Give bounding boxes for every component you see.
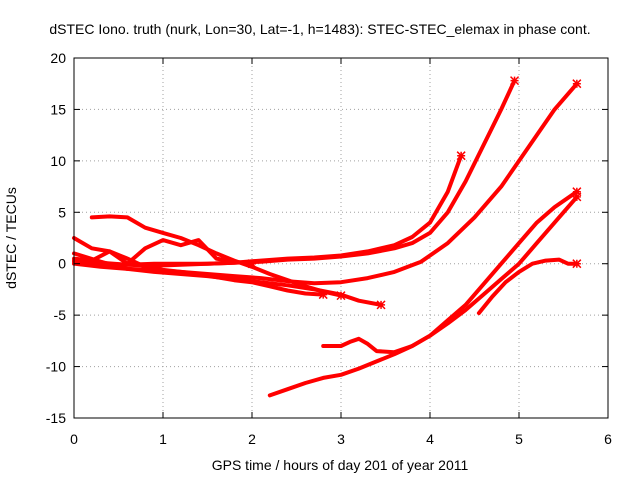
series-1 — [72, 151, 466, 267]
x-axis-title: GPS time / hours of day 201 of year 2011 — [212, 457, 469, 473]
y-tick-label: 15 — [50, 101, 66, 117]
series-line — [72, 238, 254, 266]
series-end-point — [318, 290, 328, 300]
series-line — [72, 78, 517, 268]
series-line — [89, 214, 343, 298]
x-tick-label: 5 — [515, 431, 523, 447]
series-end-point — [247, 259, 257, 269]
series-2 — [72, 76, 520, 268]
series-end-point — [336, 291, 346, 301]
series-end-point — [572, 192, 582, 202]
series-end-point — [572, 187, 582, 197]
x-tick-label: 4 — [426, 431, 434, 447]
series-line — [72, 153, 464, 267]
series-layer — [72, 76, 582, 398]
y-tick-label: -15 — [46, 410, 66, 426]
x-tick-label: 0 — [70, 431, 78, 447]
y-tick-label: -10 — [46, 359, 66, 375]
y-tick-label: 0 — [58, 256, 66, 272]
y-tick-label: 10 — [50, 153, 66, 169]
series-end-point — [572, 259, 582, 269]
series-end-point — [510, 76, 520, 86]
chart-title: dSTEC Iono. truth (nurk, Lon=30, Lat=-1,… — [49, 21, 590, 37]
series-10 — [476, 257, 582, 316]
series-9 — [321, 187, 582, 355]
y-axis-title: dSTEC / TECUs — [3, 187, 19, 289]
series-7 — [72, 238, 257, 269]
series-line — [321, 189, 579, 355]
x-tick-label: 3 — [337, 431, 345, 447]
series-line — [476, 257, 579, 316]
grid-lines — [74, 58, 608, 418]
y-tick-label: -5 — [54, 307, 67, 323]
series-end-point — [376, 300, 386, 310]
series-6 — [89, 214, 346, 301]
series-end-point — [456, 151, 466, 161]
series-line — [72, 81, 579, 286]
series-3 — [72, 79, 582, 286]
x-tick-label: 2 — [248, 431, 256, 447]
series-end-point — [572, 79, 582, 89]
y-tick-label: 5 — [58, 204, 66, 220]
axis-ticks: 0 1 2 3 4 5 6 -15 -10 -5 0 5 10 15 20 — [46, 50, 612, 447]
x-tick-label: 6 — [604, 431, 612, 447]
x-tick-label: 1 — [159, 431, 167, 447]
y-tick-label: 20 — [50, 50, 66, 66]
